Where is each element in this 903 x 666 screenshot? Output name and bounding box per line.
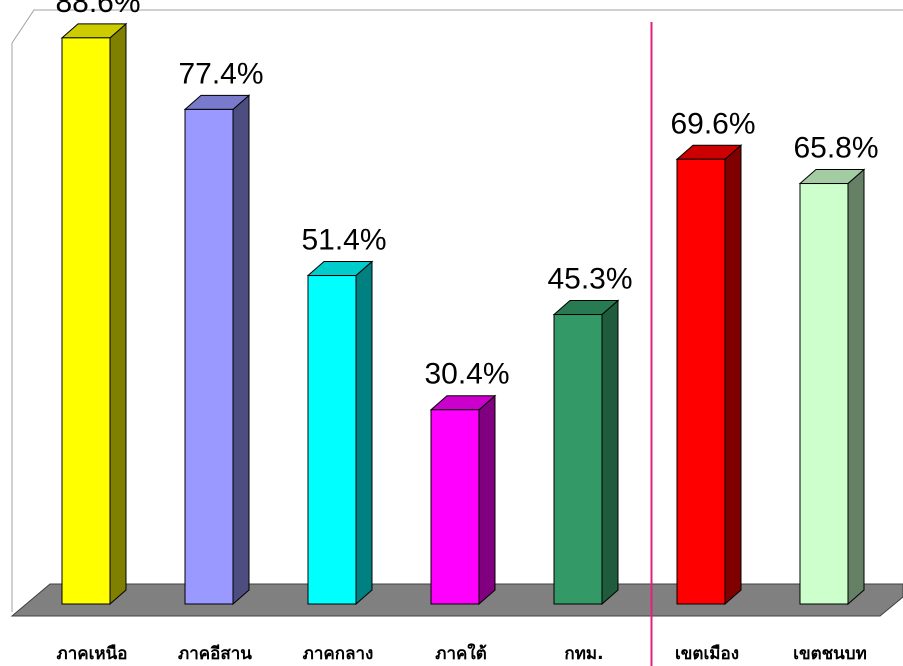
category-label: ภาคอีสาน bbox=[178, 643, 252, 664]
bar-side-face bbox=[847, 168, 865, 606]
category-label: กทม. bbox=[564, 644, 603, 664]
bar-side-face bbox=[601, 299, 619, 606]
bar-front-face bbox=[184, 108, 234, 605]
bar-front-face bbox=[553, 314, 603, 605]
bar-6 bbox=[675, 144, 743, 606]
chart-frame bbox=[11, 9, 903, 612]
bars-group bbox=[60, 22, 866, 606]
value-label: 69.6% bbox=[670, 107, 755, 140]
bar-front-face bbox=[61, 37, 111, 605]
category-label: ภาคใต้ bbox=[435, 643, 486, 664]
bar-3 bbox=[306, 260, 374, 606]
bar-side-face bbox=[355, 260, 373, 606]
bar-side-face bbox=[478, 394, 496, 606]
value-labels-group: 88.6% 77.4% 51.4% 30.4% 45.3% 69.6% 65.8% bbox=[55, 0, 878, 391]
bar-front-face bbox=[676, 158, 726, 605]
category-label: เขตเมือง bbox=[675, 643, 739, 664]
bar-front-face bbox=[799, 183, 849, 605]
bar-side-face bbox=[724, 144, 742, 606]
bar-7 bbox=[798, 168, 866, 606]
bar-side-face bbox=[109, 22, 127, 606]
bar-1 bbox=[60, 22, 128, 606]
value-label: 51.4% bbox=[301, 224, 386, 257]
bar-side-face bbox=[232, 94, 250, 606]
category-labels-group: ภาคเหนือ ภาคอีสาน ภาคกลาง ภาคใต้ กทม. เขตเมือ… bbox=[57, 643, 867, 664]
value-label: 45.3% bbox=[547, 263, 632, 296]
bar-front-face bbox=[430, 409, 480, 605]
category-label: เขตชนบท bbox=[793, 644, 867, 664]
value-label: 65.8% bbox=[793, 132, 878, 165]
bar-5 bbox=[552, 299, 620, 606]
value-label: 88.6% bbox=[55, 0, 140, 19]
value-label: 30.4% bbox=[424, 358, 509, 391]
bar-front-face bbox=[307, 275, 357, 605]
category-label: ภาคกลาง bbox=[303, 644, 374, 664]
back-wall-edge bbox=[11, 9, 903, 44]
category-label: ภาคเหนือ bbox=[57, 643, 128, 664]
bar-2 bbox=[183, 94, 251, 606]
bar-4 bbox=[429, 394, 497, 606]
value-label: 77.4% bbox=[178, 57, 263, 90]
